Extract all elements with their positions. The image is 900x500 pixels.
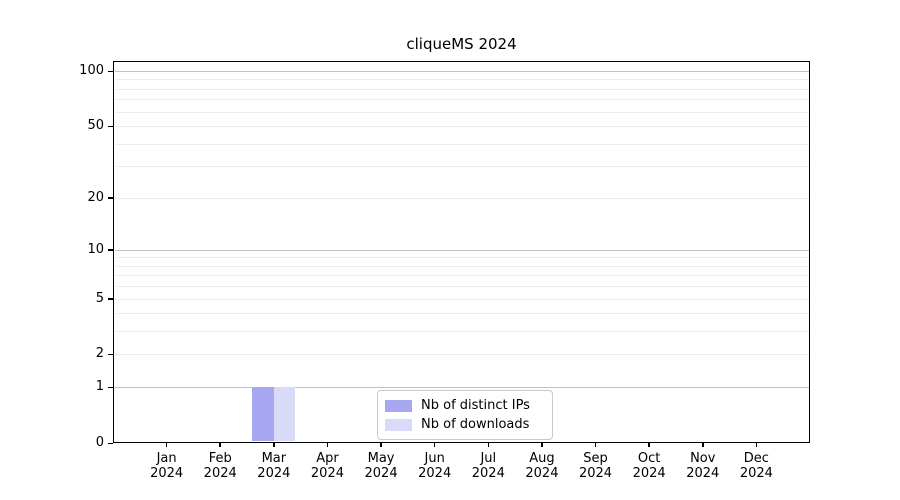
gridline-minor <box>114 111 809 113</box>
legend-item: Nb of distinct IPs <box>385 396 544 415</box>
x-axis-tick-label: Feb 2024 <box>203 451 237 481</box>
legend-swatch <box>385 418 412 431</box>
legend-label: Nb of downloads <box>421 417 530 432</box>
x-axis-tick-label: Apr 2024 <box>310 451 344 481</box>
y-axis-tick-label: 100 <box>79 63 104 78</box>
gridline-minor <box>114 286 809 288</box>
y-axis-tick-label: 2 <box>95 346 104 362</box>
legend-label: Nb of distinct IPs <box>421 398 530 413</box>
x-tick-mark <box>487 443 490 447</box>
x-axis-tick-label: Jun 2024 <box>418 451 452 481</box>
x-tick-mark <box>433 443 436 447</box>
gridline-minor <box>114 99 809 101</box>
legend-swatch <box>385 399 412 412</box>
x-axis-tick-label: Sep 2024 <box>578 451 613 481</box>
y-tick-mark <box>108 353 113 356</box>
gridline-minor <box>114 143 809 145</box>
gridline-minor <box>114 126 809 128</box>
x-tick-mark <box>380 443 382 447</box>
y-tick-mark <box>108 298 113 300</box>
y-tick-mark <box>108 386 113 389</box>
y-tick-mark <box>108 125 113 128</box>
y-tick-mark <box>108 70 113 72</box>
x-tick-mark <box>273 443 275 447</box>
gridline-major <box>114 249 809 251</box>
gridline-minor <box>114 298 809 300</box>
gridline-minor <box>114 88 809 90</box>
x-axis-tick-label: May 2024 <box>364 451 398 481</box>
gridline-minor <box>114 354 809 356</box>
x-axis-tick-label: Mar 2024 <box>257 451 291 481</box>
gridline-minor <box>114 79 809 81</box>
legend-item: Nb of downloads <box>385 415 544 434</box>
bar-nb-of-downloads <box>273 387 296 442</box>
gridline-minor <box>114 197 809 199</box>
x-axis-tick-label: Aug 2024 <box>525 451 559 481</box>
y-axis-tick-label: 20 <box>87 189 104 205</box>
x-tick-mark <box>702 443 704 447</box>
y-tick-mark <box>108 249 113 251</box>
gridline-major <box>114 387 809 389</box>
gridline-major <box>114 71 809 72</box>
y-axis-tick-label: 50 <box>87 118 104 134</box>
y-axis-tick-label: 10 <box>87 241 104 257</box>
chart-title: cliqueMS 2024 <box>406 35 517 53</box>
gridline-minor <box>114 331 809 333</box>
x-axis-tick-label: Jan 2024 <box>150 451 184 481</box>
y-tick-mark <box>108 442 113 444</box>
gridline-minor <box>114 257 809 259</box>
y-axis-tick-label: 1 <box>95 379 104 395</box>
x-tick-mark <box>219 443 221 447</box>
x-axis-tick-label: Nov 2024 <box>686 451 720 481</box>
y-axis-tick-label: 5 <box>95 290 104 306</box>
y-tick-mark <box>108 197 113 199</box>
gridline-minor <box>114 265 809 267</box>
gridline-minor <box>114 313 809 315</box>
x-tick-mark <box>165 443 168 447</box>
x-axis-tick-label: Dec 2024 <box>739 451 773 481</box>
y-axis-tick-label: 0 <box>95 435 104 450</box>
bar-nb-of-distinct-ips <box>252 387 274 442</box>
x-tick-mark <box>326 443 329 447</box>
x-axis-tick-label: Oct 2024 <box>632 451 666 481</box>
plot-area <box>113 61 810 443</box>
x-axis-tick-label: Jul 2024 <box>471 451 505 481</box>
gridline-minor <box>114 166 809 168</box>
x-tick-mark <box>648 443 650 447</box>
x-tick-mark <box>594 443 597 447</box>
x-tick-mark <box>541 443 543 447</box>
x-tick-mark <box>755 443 758 447</box>
gridline-minor <box>114 275 809 277</box>
legend: Nb of distinct IPs Nb of downloads <box>377 390 553 440</box>
